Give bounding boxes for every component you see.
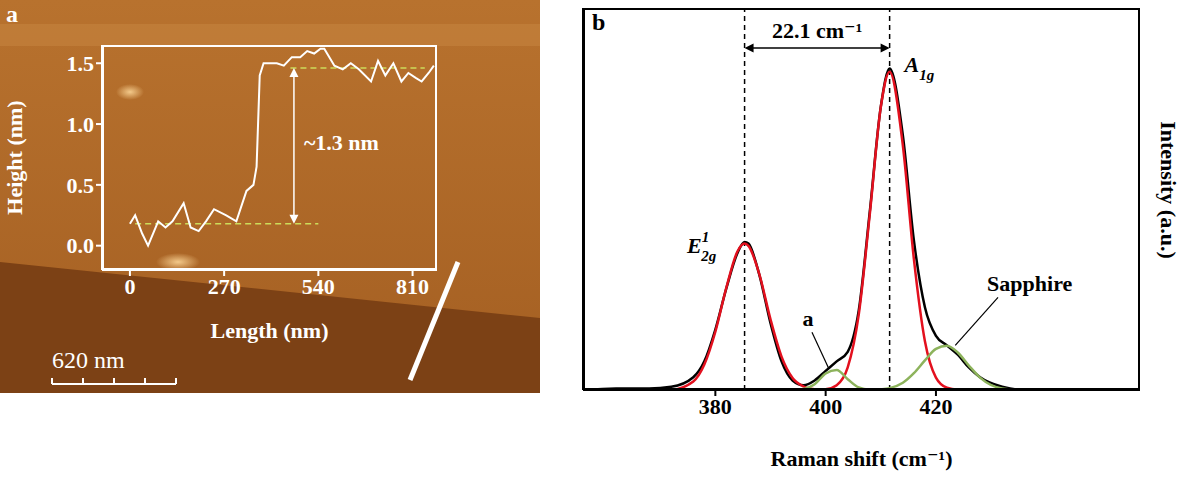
svg-text:0.0: 0.0 xyxy=(67,233,95,258)
svg-text:Height (nm): Height (nm) xyxy=(2,100,27,214)
svg-text:Raman shift (cm⁻¹): Raman shift (cm⁻¹) xyxy=(771,446,953,471)
svg-text:420: 420 xyxy=(919,394,952,419)
svg-text:Length (nm): Length (nm) xyxy=(211,318,329,343)
svg-text:22.1 cm⁻¹: 22.1 cm⁻¹ xyxy=(772,18,862,43)
svg-text:b: b xyxy=(592,9,605,35)
svg-text:a: a xyxy=(803,306,814,331)
svg-text:E12g: E12g xyxy=(686,229,717,264)
svg-text:~1.3 nm: ~1.3 nm xyxy=(304,130,379,155)
svg-text:380: 380 xyxy=(699,394,732,419)
svg-text:270: 270 xyxy=(208,274,241,299)
svg-text:540: 540 xyxy=(302,274,335,299)
svg-text:400: 400 xyxy=(809,394,842,419)
svg-text:Intensity (a.u.): Intensity (a.u.) xyxy=(1156,121,1181,259)
svg-text:A1g: A1g xyxy=(903,52,935,83)
svg-text:Sapphire: Sapphire xyxy=(987,271,1072,296)
svg-text:810: 810 xyxy=(396,274,429,299)
svg-text:1.0: 1.0 xyxy=(67,112,95,137)
svg-text:a: a xyxy=(6,1,18,27)
svg-text:0: 0 xyxy=(124,274,135,299)
svg-text:0.5: 0.5 xyxy=(67,173,95,198)
svg-text:620 nm: 620 nm xyxy=(52,347,125,373)
svg-text:1.5: 1.5 xyxy=(67,51,95,76)
